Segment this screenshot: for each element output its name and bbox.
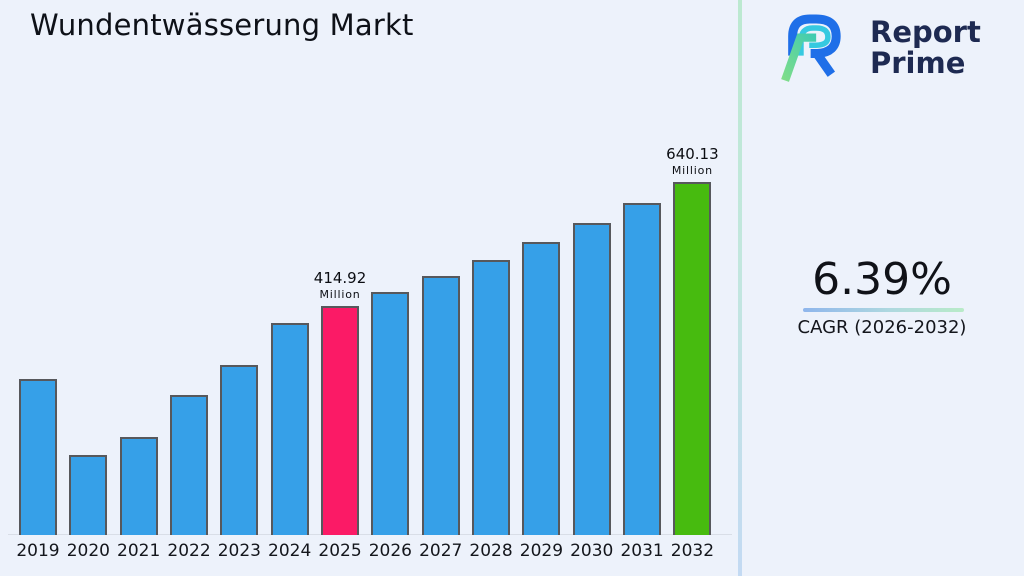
x-tick-2028: 2028 xyxy=(469,541,513,561)
x-tick-2022: 2022 xyxy=(167,541,211,561)
bar-2030 xyxy=(572,223,611,535)
logo-word-prime: Prime xyxy=(870,46,966,80)
bar-2026 xyxy=(371,291,410,535)
x-tick-2032: 2032 xyxy=(670,541,715,561)
logo-wordmark: Report Prime xyxy=(870,17,981,79)
x-tick-2029: 2029 xyxy=(519,541,564,561)
x-tick-2023: 2023 xyxy=(217,541,261,561)
value-unit: Million xyxy=(319,288,361,302)
x-tick-2031: 2031 xyxy=(620,541,664,561)
x-tick-2020: 2020 xyxy=(66,541,110,561)
cagr-value: 6.39% xyxy=(812,254,952,305)
bar-2027 xyxy=(421,276,460,535)
bar-2019 xyxy=(19,378,57,535)
bar-2022 xyxy=(170,394,209,535)
value-label-2032: 640.13 Million xyxy=(644,145,740,177)
cagr-label: CAGR (2026-2032) xyxy=(797,317,967,338)
vertical-divider xyxy=(738,0,742,576)
page-title: Wundentwässerung Markt xyxy=(30,8,414,42)
x-tick-2027: 2027 xyxy=(419,541,463,561)
logo-word-report: Report xyxy=(870,15,981,49)
bar-chart: 2019 2020 2021 2022 2023 2024 2025 414.92 Millio… xyxy=(8,145,740,561)
x-tick-2026: 2026 xyxy=(368,541,412,561)
bar-2025 xyxy=(321,306,360,535)
bar-2028 xyxy=(472,259,511,535)
x-tick-2030: 2030 xyxy=(570,541,614,561)
value-label-2025: 414.92 Million xyxy=(292,269,388,301)
report-prime-logo: Report Prime xyxy=(776,10,981,86)
x-tick-2025: 2025 xyxy=(318,541,362,561)
bar-2023 xyxy=(220,365,259,535)
value-unit: Million xyxy=(671,164,713,177)
bar-2021 xyxy=(119,436,158,535)
value-number: 640.13 xyxy=(666,145,719,163)
report-prime-logo-icon xyxy=(781,14,841,82)
bar-2024 xyxy=(270,323,309,535)
bar-2032 xyxy=(673,182,712,535)
x-tick-2019: 2019 xyxy=(16,541,60,561)
value-number: 414.92 xyxy=(313,269,367,288)
x-axis-line xyxy=(8,534,732,535)
bar-2031 xyxy=(623,203,662,535)
x-tick-2024: 2024 xyxy=(268,541,312,561)
cagr-underline xyxy=(803,308,964,312)
bar-2020 xyxy=(69,455,108,535)
x-tick-2021: 2021 xyxy=(117,541,161,561)
bar-2029 xyxy=(522,241,561,535)
